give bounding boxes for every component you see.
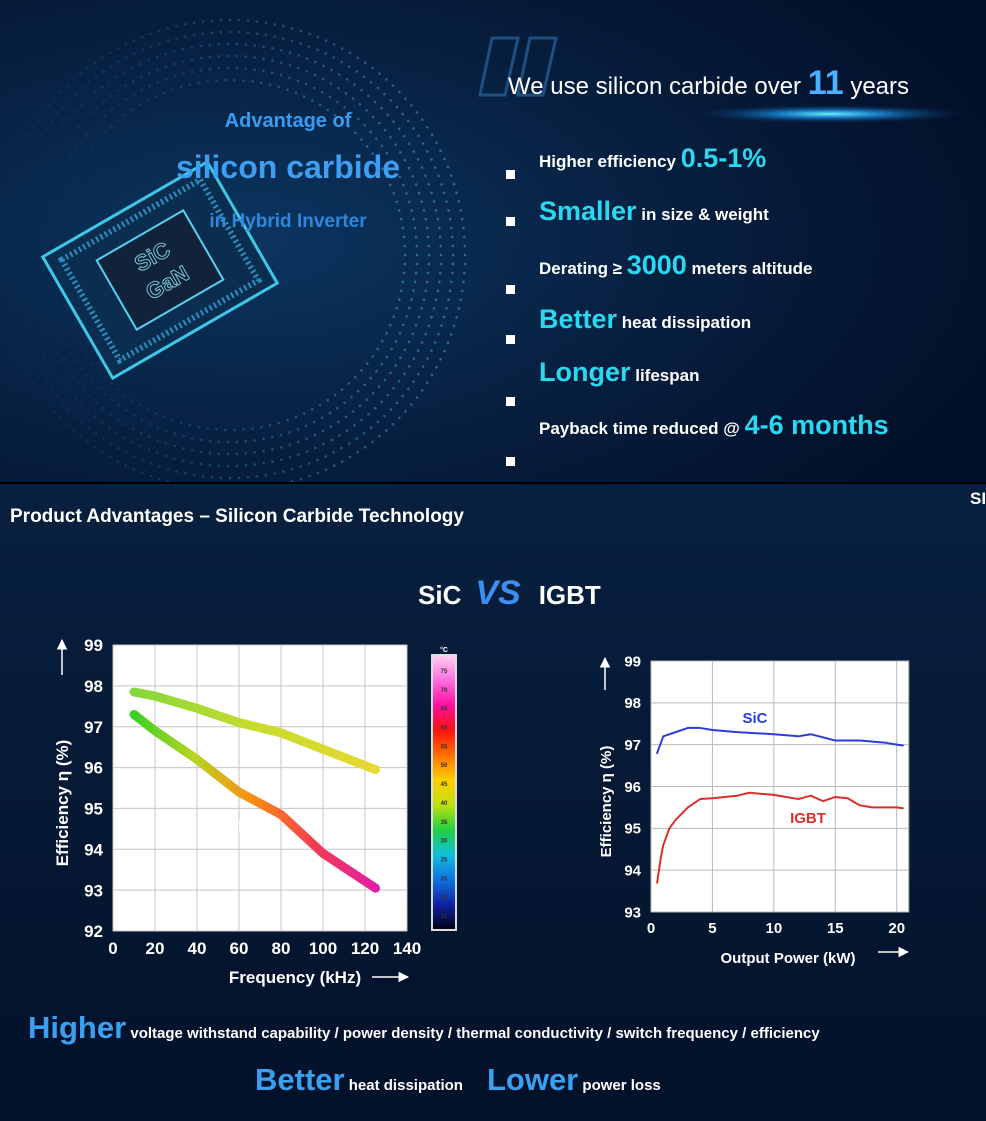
series-label: SiC (742, 710, 767, 727)
y-axis-label: Efficiency η (%) (53, 740, 72, 867)
y-tick-label: 96 (84, 759, 103, 778)
series-label: SiC (248, 699, 276, 718)
x-tick-label: 0 (108, 939, 117, 958)
glow-line (695, 105, 965, 123)
colorbar-label: °C (440, 646, 448, 654)
colorbar-tick-label: 25 (441, 857, 448, 863)
colorbar-tick-label: 70 (441, 688, 448, 694)
x-tick-label: 60 (230, 939, 249, 958)
x-axis-label: Frequency (kHz) (229, 968, 361, 987)
series-label: Si IGBT (199, 816, 261, 835)
plot-area (112, 644, 408, 932)
bullet-squares (506, 170, 515, 466)
colorbar-tick-label: 15 (441, 895, 448, 901)
intro-title: silicon carbide (176, 149, 400, 185)
series-label: IGBT (790, 810, 826, 827)
dotted-ring (0, 18, 467, 492)
intro-title: Advantage of (225, 110, 352, 132)
y-tick-label: 95 (624, 821, 641, 838)
series-line (656, 791, 904, 884)
colorbar-tick-label: 45 (441, 782, 448, 788)
divider (0, 482, 986, 484)
y-tick-label: 94 (624, 863, 641, 880)
section-title: SiC VS IGBT (418, 574, 601, 612)
colorbar-tick-label: 50 (441, 763, 448, 769)
intro-title: in Hybrid Inverter (209, 211, 367, 232)
series-line (656, 726, 904, 755)
x-tick-label: 120 (351, 939, 379, 958)
y-tick-label: 99 (624, 653, 641, 670)
footer-line: Better heat dissipation Lower power loss (255, 1062, 661, 1097)
colorbar-tick-label: 10 (441, 914, 448, 920)
x-tick-label: 100 (309, 939, 337, 958)
y-tick-label: 97 (624, 737, 641, 754)
quote-mark (478, 36, 558, 97)
y-tick-label: 93 (84, 881, 103, 900)
footer-line: Higher voltage withstand capability / po… (28, 1010, 820, 1045)
x-tick-label: 40 (188, 939, 207, 958)
x-tick-label: 5 (708, 920, 716, 937)
chip: SiC GaN (40, 159, 280, 381)
y-tick-label: 94 (84, 840, 103, 859)
y-tick-label: 92 (84, 922, 103, 941)
series-line (129, 687, 380, 775)
corner-text: SI (970, 489, 986, 508)
section-header: Product Advantages – Silicon Carbide Tec… (10, 506, 464, 527)
x-tick-label: 20 (146, 939, 165, 958)
colorbar-tick-label: 20 (441, 876, 448, 882)
bullet: Derating ≥ 3000 meters altitude (539, 250, 812, 280)
y-tick-label: 96 (624, 779, 641, 796)
bullet: Payback time reduced @ 4-6 months (539, 410, 889, 440)
y-tick-label: 98 (624, 695, 641, 712)
colorbar-tick-label: 60 (441, 726, 448, 732)
x-tick-label: 0 (647, 920, 655, 937)
colorbar-tick-label: 55 (441, 744, 448, 750)
x-tick-label: 80 (272, 939, 291, 958)
colorbar-tick-label: 40 (441, 801, 448, 807)
colorbar-tick-label: 65 (441, 707, 448, 713)
y-tick-label: 98 (84, 677, 103, 696)
y-tick-label: 93 (624, 904, 641, 921)
series-line (129, 709, 380, 893)
headline: We use silicon carbide over 11 years (508, 64, 909, 102)
x-tick-label: 15 (827, 920, 844, 937)
y-tick-label: 97 (84, 718, 103, 737)
y-tick-label: 99 (84, 636, 103, 655)
x-tick-label: 20 (888, 920, 905, 937)
colorbar-tick-label: 30 (441, 839, 448, 845)
bullet: Better heat dissipation (539, 304, 751, 334)
x-tick-label: 140 (393, 939, 421, 958)
bullet: Smaller in size & weight (539, 196, 769, 226)
y-axis-label: Efficiency η (%) (598, 746, 615, 858)
colorbar-tick-label: 35 (441, 820, 448, 826)
bullet: Longer lifespan (539, 357, 699, 387)
colorbar-tick-label: 75 (441, 669, 448, 675)
x-tick-label: 10 (766, 920, 783, 937)
y-tick-label: 95 (84, 800, 103, 819)
colorbar (431, 654, 457, 931)
x-axis-label: Output Power (kW) (721, 950, 856, 967)
bullet: Higher efficiency 0.5-1% (539, 143, 766, 173)
